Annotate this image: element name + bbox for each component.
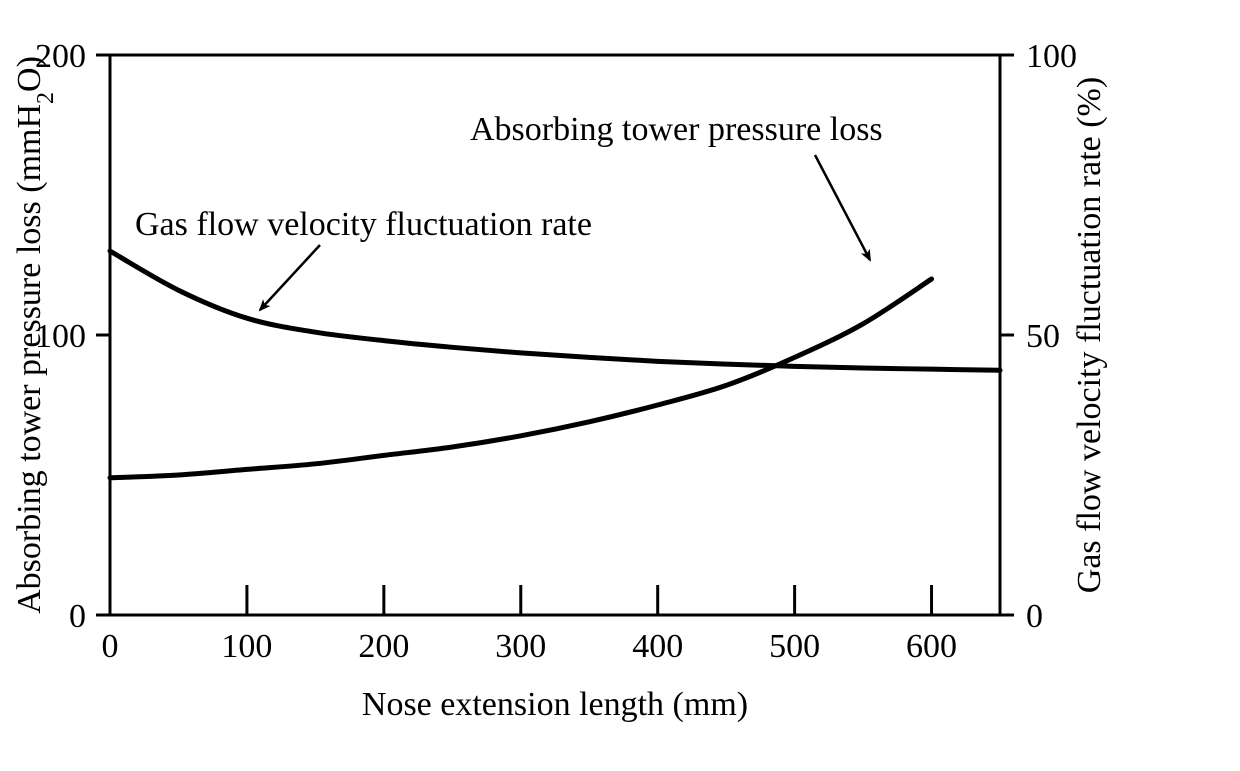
x-tick-label: 600 — [906, 628, 957, 665]
x-tick-label: 0 — [102, 628, 119, 665]
curve-label-pressure_loss: Absorbing tower pressure loss — [470, 111, 883, 148]
x-tick-label: 500 — [769, 628, 820, 665]
curve-arrow-pressure_loss — [815, 155, 870, 260]
curve-label-fluctuation_rate: Gas flow velocity fluctuation rate — [135, 206, 592, 243]
y-right-tick-label: 50 — [1026, 318, 1060, 355]
y-left-tick-label: 0 — [69, 598, 86, 635]
curve-arrow-fluctuation_rate — [260, 245, 320, 310]
chart-container: 0100200300400500600Nose extension length… — [0, 0, 1240, 771]
y-right-axis-label: Gas flow velocity fluctuation rate (%) — [1071, 77, 1108, 593]
x-tick-label: 400 — [632, 628, 683, 665]
curve-pressure_loss — [110, 279, 932, 478]
y-right-tick-label: 0 — [1026, 598, 1043, 635]
x-tick-label: 100 — [221, 628, 272, 665]
y-right-tick-label: 100 — [1026, 38, 1077, 75]
x-tick-label: 300 — [495, 628, 546, 665]
chart-svg: 0100200300400500600Nose extension length… — [0, 0, 1240, 771]
x-axis-label: Nose extension length (mm) — [362, 686, 748, 723]
curve-fluctuation_rate — [110, 251, 1000, 370]
x-tick-label: 200 — [358, 628, 409, 665]
